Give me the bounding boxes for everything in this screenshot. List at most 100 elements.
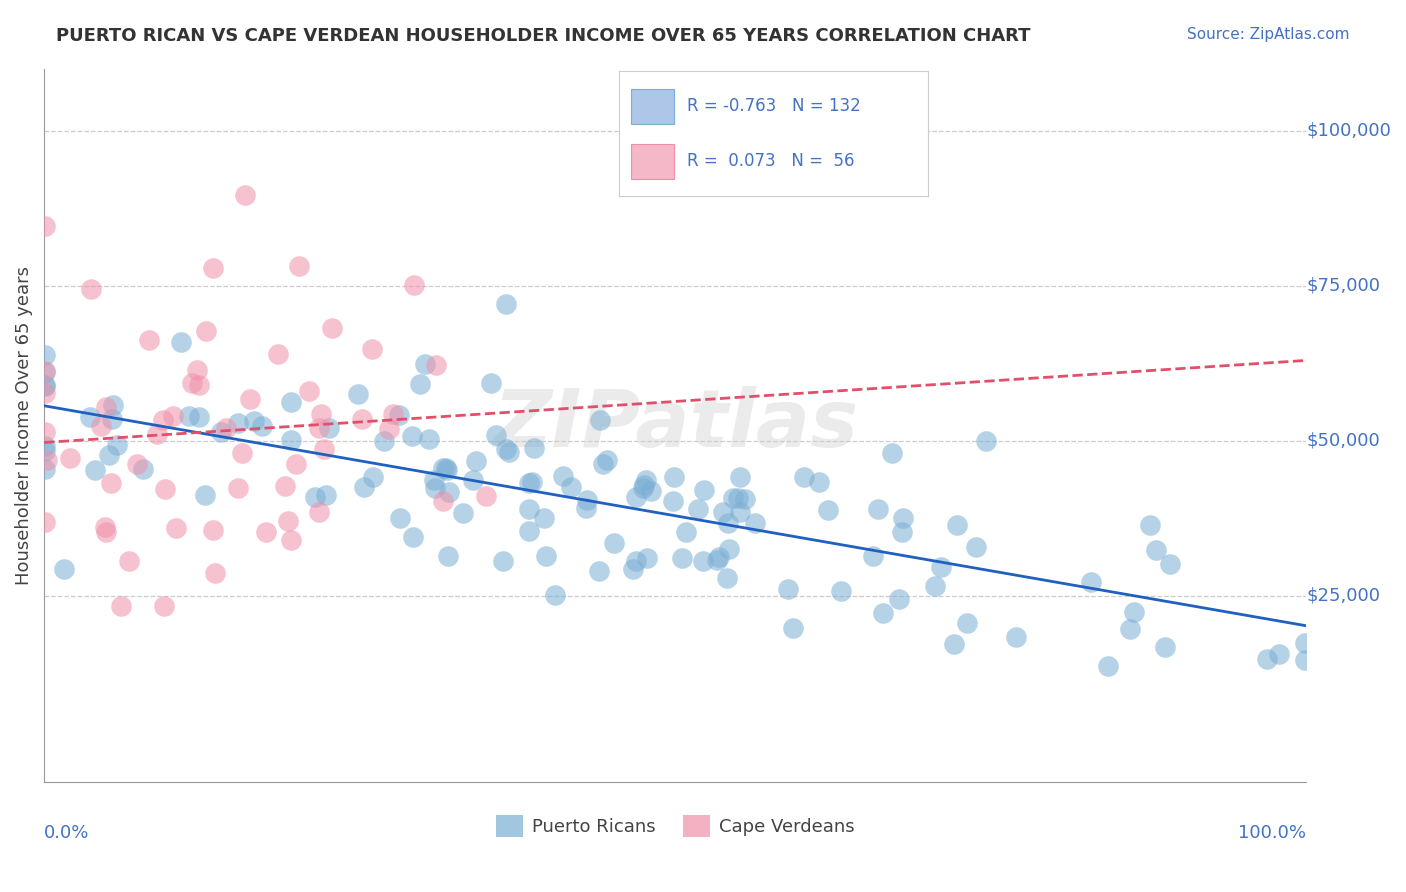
Point bbox=[693, 483, 716, 498]
Point bbox=[165, 521, 187, 535]
Point bbox=[717, 516, 740, 531]
Point bbox=[186, 363, 208, 377]
Point bbox=[388, 510, 411, 524]
Point bbox=[475, 490, 498, 504]
Point bbox=[94, 400, 117, 414]
Point bbox=[692, 554, 714, 568]
Point bbox=[34, 462, 56, 476]
Point bbox=[401, 428, 423, 442]
Point bbox=[588, 565, 610, 579]
Point bbox=[418, 432, 440, 446]
Point bbox=[492, 554, 515, 568]
Point bbox=[209, 425, 232, 439]
Point bbox=[153, 599, 176, 613]
Point bbox=[437, 549, 460, 564]
Point bbox=[195, 324, 218, 338]
Point bbox=[974, 434, 997, 448]
Point bbox=[34, 219, 56, 233]
Point bbox=[662, 470, 685, 484]
Point bbox=[254, 524, 277, 539]
Point bbox=[1267, 647, 1289, 661]
Point bbox=[353, 480, 375, 494]
Point bbox=[273, 479, 295, 493]
Point bbox=[382, 407, 405, 421]
Point bbox=[533, 511, 555, 525]
Point bbox=[187, 377, 209, 392]
Point bbox=[277, 514, 299, 528]
Point bbox=[661, 494, 683, 508]
Point bbox=[138, 333, 160, 347]
Point bbox=[523, 441, 546, 455]
Text: $75,000: $75,000 bbox=[1306, 277, 1381, 294]
Point bbox=[360, 343, 382, 357]
Point bbox=[1294, 653, 1316, 667]
Point bbox=[83, 463, 105, 477]
Point bbox=[1005, 631, 1028, 645]
Point bbox=[373, 434, 395, 448]
Point bbox=[226, 416, 249, 430]
Text: 100.0%: 100.0% bbox=[1239, 824, 1306, 842]
Point bbox=[793, 470, 815, 484]
Point bbox=[34, 348, 56, 362]
Point bbox=[1144, 543, 1167, 558]
Point bbox=[887, 592, 910, 607]
Point bbox=[575, 493, 598, 508]
Point bbox=[131, 462, 153, 476]
Point bbox=[226, 481, 249, 495]
Point bbox=[100, 476, 122, 491]
Point bbox=[1294, 635, 1316, 649]
Point bbox=[267, 346, 290, 360]
Point bbox=[388, 408, 411, 422]
Point bbox=[517, 524, 540, 538]
Point bbox=[631, 481, 654, 495]
Point bbox=[727, 491, 749, 505]
Point bbox=[1154, 640, 1177, 655]
Point bbox=[943, 637, 966, 651]
Point bbox=[432, 494, 454, 508]
Point bbox=[560, 480, 582, 494]
Point bbox=[378, 422, 401, 436]
Point bbox=[361, 470, 384, 484]
Point bbox=[118, 554, 141, 568]
Point bbox=[413, 357, 436, 371]
Point bbox=[626, 554, 648, 568]
Point bbox=[872, 606, 894, 620]
Text: $100,000: $100,000 bbox=[1306, 121, 1391, 139]
Point bbox=[34, 439, 56, 453]
Legend: Puerto Ricans, Cape Verdeans: Puerto Ricans, Cape Verdeans bbox=[489, 807, 862, 844]
Point bbox=[453, 506, 475, 520]
Point bbox=[425, 358, 447, 372]
Point bbox=[34, 425, 56, 439]
Point bbox=[34, 444, 56, 458]
Point bbox=[603, 535, 626, 549]
Point bbox=[309, 408, 332, 422]
Point bbox=[93, 520, 115, 534]
Point bbox=[707, 549, 730, 564]
Point bbox=[553, 469, 575, 483]
Point bbox=[711, 505, 734, 519]
Point bbox=[536, 549, 558, 563]
Point bbox=[97, 448, 120, 462]
Point bbox=[202, 260, 225, 275]
Point bbox=[204, 566, 226, 581]
Point bbox=[671, 551, 693, 566]
Point bbox=[233, 187, 256, 202]
Point bbox=[633, 478, 655, 492]
Point bbox=[53, 562, 76, 576]
Text: ZIPatlas: ZIPatlas bbox=[492, 386, 858, 464]
Point bbox=[101, 398, 124, 412]
Point bbox=[640, 484, 662, 499]
Point bbox=[110, 599, 132, 614]
Point bbox=[495, 442, 517, 457]
Point bbox=[706, 552, 728, 566]
Point bbox=[1097, 658, 1119, 673]
Point bbox=[231, 445, 253, 459]
Point bbox=[146, 427, 169, 442]
Text: PUERTO RICAN VS CAPE VERDEAN HOUSEHOLDER INCOME OVER 65 YEARS CORRELATION CHART: PUERTO RICAN VS CAPE VERDEAN HOUSEHOLDER… bbox=[56, 27, 1031, 45]
Point bbox=[880, 446, 903, 460]
Point bbox=[402, 277, 425, 292]
Point bbox=[350, 411, 373, 425]
Point bbox=[243, 414, 266, 428]
Point bbox=[544, 588, 567, 602]
Point bbox=[34, 378, 56, 392]
